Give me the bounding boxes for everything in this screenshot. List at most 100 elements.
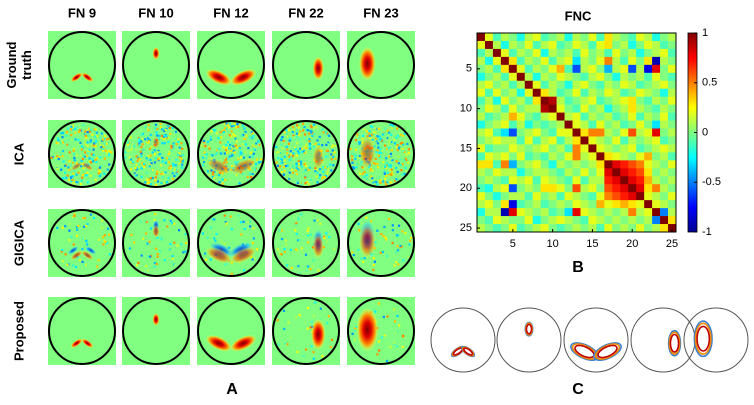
noise-speck <box>385 254 389 258</box>
blob <box>70 250 83 260</box>
noise-speck <box>390 168 393 171</box>
noise-speck <box>374 127 377 130</box>
noise-speck <box>276 248 279 251</box>
noise-speck <box>295 154 298 157</box>
heatmap-cell <box>612 200 621 209</box>
noise-speck <box>227 150 230 154</box>
noise-speck <box>205 156 208 159</box>
heatmap-cell <box>508 192 518 201</box>
noise-speck <box>231 142 234 145</box>
heatmap-cell <box>644 200 653 209</box>
noise-speck <box>141 138 144 141</box>
heatmap-cell <box>660 80 669 90</box>
heatmap-cell <box>532 168 541 177</box>
heatmap-cell <box>532 184 541 193</box>
noise-speck <box>207 146 211 149</box>
column-header: FN 23 <box>363 5 398 20</box>
noise-speck <box>321 177 324 180</box>
noise-speck <box>295 224 298 227</box>
heatmap-cell <box>516 152 526 161</box>
heatmap-cell <box>564 136 573 145</box>
contour <box>696 325 711 352</box>
noise-speck <box>140 268 143 271</box>
noise-speck <box>288 155 291 159</box>
heatmap-cell <box>572 144 581 153</box>
noise-speck <box>330 158 333 161</box>
noise-speck <box>292 157 296 160</box>
map-tile <box>197 31 265 99</box>
noise-speck <box>294 123 298 127</box>
noise-speck <box>138 139 141 142</box>
noise-speck <box>71 264 75 267</box>
noise-speck <box>78 130 81 133</box>
noise-speck <box>174 130 178 133</box>
heatmap-cell <box>477 128 486 137</box>
noise-speck <box>87 137 91 141</box>
noise-speck <box>210 129 213 133</box>
heatmap-cell <box>556 216 565 225</box>
noise-speck <box>176 244 179 247</box>
noise-speck <box>217 145 220 148</box>
noise-speck <box>358 170 361 173</box>
noise-speck <box>84 238 87 241</box>
heatmap-cell <box>668 136 677 145</box>
noise-speck <box>135 148 138 151</box>
noise-speck <box>134 167 137 170</box>
noise-speck <box>235 263 238 266</box>
heatmap-cell <box>477 88 486 97</box>
heatmap-cell <box>492 176 502 185</box>
noise-speck <box>319 222 322 225</box>
noise-speck <box>373 182 376 185</box>
heatmap-cell <box>524 160 534 169</box>
x-tick-label: 25 <box>666 238 678 250</box>
noise-speck <box>404 232 407 235</box>
noise-speck <box>389 173 392 176</box>
noise-speck <box>326 134 329 137</box>
noise-speck <box>201 232 204 235</box>
heatmap-cell <box>532 120 541 129</box>
noise-speck <box>213 237 216 240</box>
noise-speck <box>140 152 143 155</box>
heatmap-cell <box>500 200 510 209</box>
heatmap-cell <box>644 128 653 137</box>
panel-label: C <box>572 381 584 398</box>
heatmap-cell <box>620 48 629 58</box>
noise-speck <box>389 345 392 349</box>
noise-speck <box>248 156 251 159</box>
noise-speck <box>149 158 152 162</box>
noise-speck <box>65 176 68 179</box>
noise-speck <box>369 169 372 172</box>
noise-speck <box>227 246 231 249</box>
blob <box>359 47 376 80</box>
heatmap-cell <box>500 216 510 225</box>
noise-speck <box>398 324 401 327</box>
noise-speck <box>358 172 362 175</box>
heatmap-cell <box>548 104 557 113</box>
noise-speck <box>169 219 172 222</box>
noise-speck <box>286 174 289 177</box>
blob <box>152 313 160 326</box>
noise-speck <box>280 229 284 232</box>
noise-speck <box>239 150 242 153</box>
heatmap-cell <box>660 33 669 42</box>
noise-speck <box>280 138 283 142</box>
noise-speck <box>60 132 63 135</box>
noise-speck <box>139 158 142 161</box>
noise-speck <box>393 264 396 267</box>
heatmap-cell <box>652 104 661 113</box>
noise-speck <box>385 157 388 160</box>
noise-speck <box>374 137 378 140</box>
heatmap-cell <box>628 216 637 225</box>
heatmap-cell <box>556 48 565 58</box>
noise-speck <box>227 126 231 129</box>
noise-speck <box>98 170 102 173</box>
noise-speck <box>304 320 307 323</box>
noise-speck <box>77 171 80 174</box>
noise-speck <box>379 181 382 185</box>
noise-speck <box>251 258 254 261</box>
noise-speck <box>171 255 174 258</box>
heatmap-cell <box>588 136 597 145</box>
noise-speck <box>222 145 225 149</box>
heatmap-cell <box>596 33 605 42</box>
noise-speck <box>153 161 157 164</box>
